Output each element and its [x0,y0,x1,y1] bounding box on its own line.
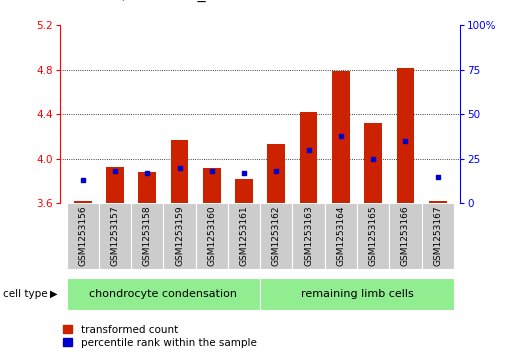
Point [143,170,152,176]
Bar [235,179,253,203]
Text: GSM1253156: GSM1253156 [78,205,87,266]
Text: GDS5045 / 1554670_at: GDS5045 / 1554670_at [55,0,222,2]
Point [401,138,410,144]
Bar [99,203,131,269]
Point [369,156,377,162]
Text: cell type: cell type [3,289,47,299]
Bar [357,203,389,269]
Bar [228,203,260,269]
Bar [131,203,163,269]
Point [111,168,119,174]
Bar [196,203,228,269]
Point [337,133,345,139]
Bar [325,203,357,269]
Point [240,170,248,176]
Bar [66,278,260,310]
Text: ▶: ▶ [50,289,57,299]
Point [304,147,313,153]
Text: GSM1253164: GSM1253164 [336,205,345,266]
Text: GSM1253163: GSM1253163 [304,205,313,266]
Bar [396,68,414,203]
Text: remaining limb cells: remaining limb cells [301,289,413,299]
Bar [332,71,350,203]
Text: GSM1253160: GSM1253160 [207,205,217,266]
Point [434,174,442,180]
Point [208,168,216,174]
Legend: transformed count, percentile rank within the sample: transformed count, percentile rank withi… [63,325,257,348]
Text: GSM1253159: GSM1253159 [175,205,184,266]
Bar [429,201,447,203]
Text: GSM1253161: GSM1253161 [240,205,248,266]
Bar [260,203,292,269]
Bar [300,112,317,203]
Bar [163,203,196,269]
Bar [267,144,285,203]
Text: GSM1253166: GSM1253166 [401,205,410,266]
Point [78,177,87,183]
Bar [389,203,422,269]
Bar [170,140,188,203]
Bar [260,278,454,310]
Point [175,165,184,171]
Text: GSM1253157: GSM1253157 [110,205,119,266]
Bar [203,168,221,203]
Text: chondrocyte condensation: chondrocyte condensation [89,289,237,299]
Bar [364,123,382,203]
Bar [292,203,325,269]
Text: GSM1253165: GSM1253165 [369,205,378,266]
Text: GSM1253167: GSM1253167 [433,205,442,266]
Bar [74,201,92,203]
Bar [66,203,99,269]
Point [272,168,280,174]
Bar [106,167,124,203]
Text: GSM1253158: GSM1253158 [143,205,152,266]
Bar [422,203,454,269]
Bar [139,172,156,203]
Text: GSM1253162: GSM1253162 [272,205,281,266]
